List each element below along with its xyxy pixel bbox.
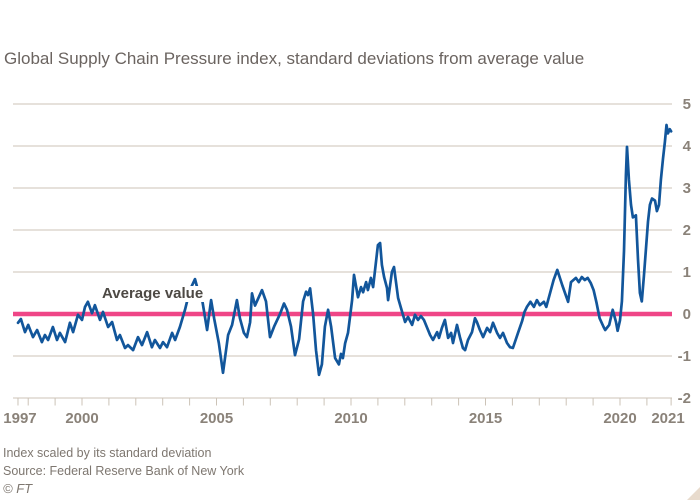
x-axis-label: 2020 [603,410,636,427]
y-axis-label: 2 [683,222,691,239]
x-axis-label: 2021 [651,410,684,427]
y-axis-label: 4 [683,138,692,155]
y-axis-label: 3 [683,180,691,197]
ft-credit: © FT [3,481,33,496]
y-axis-label: 0 [683,306,691,323]
y-axis-label: 5 [683,96,691,113]
x-axis-label: 2010 [334,410,367,427]
chart-source: Source: Federal Reserve Bank of New York [3,464,245,478]
chart-footnote: Index scaled by its standard deviation [3,446,212,460]
x-axis-label: 2005 [200,410,233,427]
y-axis-label: -2 [678,390,691,407]
x-axis-label: 1997 [3,410,36,427]
x-axis-label: 2000 [65,410,98,427]
chart-title: Global Supply Chain Pressure index, stan… [4,49,585,68]
y-axis-label: -1 [678,348,691,365]
corner-triangle-icon [687,487,700,500]
pressure-index-line [16,123,673,377]
y-axis-label: 1 [683,264,691,281]
x-axis-label: 2015 [469,410,502,427]
average-value-annotation: Average value [99,286,207,302]
